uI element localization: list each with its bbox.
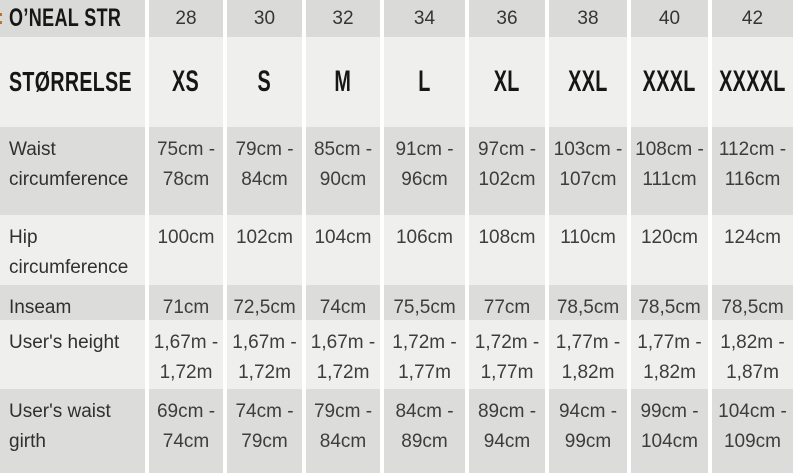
value-cell: 1,82m - 1,87m (708, 320, 793, 389)
value-cell: 75,5cm (380, 285, 465, 320)
value-cell: 124cm (708, 215, 793, 285)
value-cell: 78,5cm (545, 285, 627, 320)
size-letter-cell: XL (465, 37, 545, 127)
size-number-cell: 38 (545, 0, 627, 37)
value-cell: 79cm - 84cm (302, 389, 380, 473)
row-label-cell: Inseam (0, 285, 145, 320)
value-cell: 74cm - 79cm (223, 389, 302, 473)
value-cell: 110cm (545, 215, 627, 285)
size-letter-cell: XS (145, 37, 223, 127)
size-letter-cell: XXL (545, 37, 627, 127)
value-cell: 1,77m - 1,82m (545, 320, 627, 389)
size-letter-cell: M (302, 37, 380, 127)
value-cell: 120cm (627, 215, 708, 285)
value-cell: 102cm (223, 215, 302, 285)
size-number-cell: 40 (627, 0, 708, 37)
size-row-header-cell: STØRRELSE (0, 37, 145, 127)
value-cell: 75cm - 78cm (145, 127, 223, 215)
value-cell: 106cm (380, 215, 465, 285)
value-cell: 1,67m - 1,72m (223, 320, 302, 389)
value-cell: 104cm (302, 215, 380, 285)
value-cell: 94cm - 99cm (545, 389, 627, 473)
value-cell: 108cm - 111cm (627, 127, 708, 215)
size-number-cell: 30 (223, 0, 302, 37)
value-cell: 72,5cm (223, 285, 302, 320)
value-cell: 108cm (465, 215, 545, 285)
size-letter-cell: S (223, 37, 302, 127)
value-cell: 1,67m - 1,72m (302, 320, 380, 389)
value-cell: 1,72m - 1,77m (380, 320, 465, 389)
size-number-cell: 42 (708, 0, 793, 37)
value-cell: 100cm (145, 215, 223, 285)
value-cell: 1,72m - 1,77m (465, 320, 545, 389)
size-number-cell: 34 (380, 0, 465, 37)
row-label-cell: User's height (0, 320, 145, 389)
brand-header-label: O’NEAL STR (9, 4, 122, 32)
size-letter-cell: XXXL (627, 37, 708, 127)
value-cell: 78,5cm (708, 285, 793, 320)
row-label-cell: Hip circumference (0, 215, 145, 285)
size-number-cell: 28 (145, 0, 223, 37)
value-cell: 91cm - 96cm (380, 127, 465, 215)
row-label-cell: Waist circumference (0, 127, 145, 215)
size-letter-cell: XXXXL (708, 37, 793, 127)
value-cell: 1,67m - 1,72m (145, 320, 223, 389)
value-cell: 78,5cm (627, 285, 708, 320)
size-letter-cell: L (380, 37, 465, 127)
value-cell: 1,77m - 1,82m (627, 320, 708, 389)
value-cell: 79cm - 84cm (223, 127, 302, 215)
size-number-cell: 32 (302, 0, 380, 37)
value-cell: 85cm - 90cm (302, 127, 380, 215)
value-cell: 99cm - 104cm (627, 389, 708, 473)
value-cell: 84cm - 89cm (380, 389, 465, 473)
brand-header-cell: : O’NEAL STR (0, 0, 145, 37)
value-cell: 97cm - 102cm (465, 127, 545, 215)
value-cell: 71cm (145, 285, 223, 320)
value-cell: 77cm (465, 285, 545, 320)
cropped-accent-colon: : (0, 6, 4, 30)
row-label-cell: User's waist girth (0, 389, 145, 473)
value-cell: 112cm - 116cm (708, 127, 793, 215)
value-cell: 74cm (302, 285, 380, 320)
value-cell: 104cm - 109cm (708, 389, 793, 473)
size-number-cell: 36 (465, 0, 545, 37)
value-cell: 89cm - 94cm (465, 389, 545, 473)
value-cell: 69cm - 74cm (145, 389, 223, 473)
value-cell: 103cm - 107cm (545, 127, 627, 215)
